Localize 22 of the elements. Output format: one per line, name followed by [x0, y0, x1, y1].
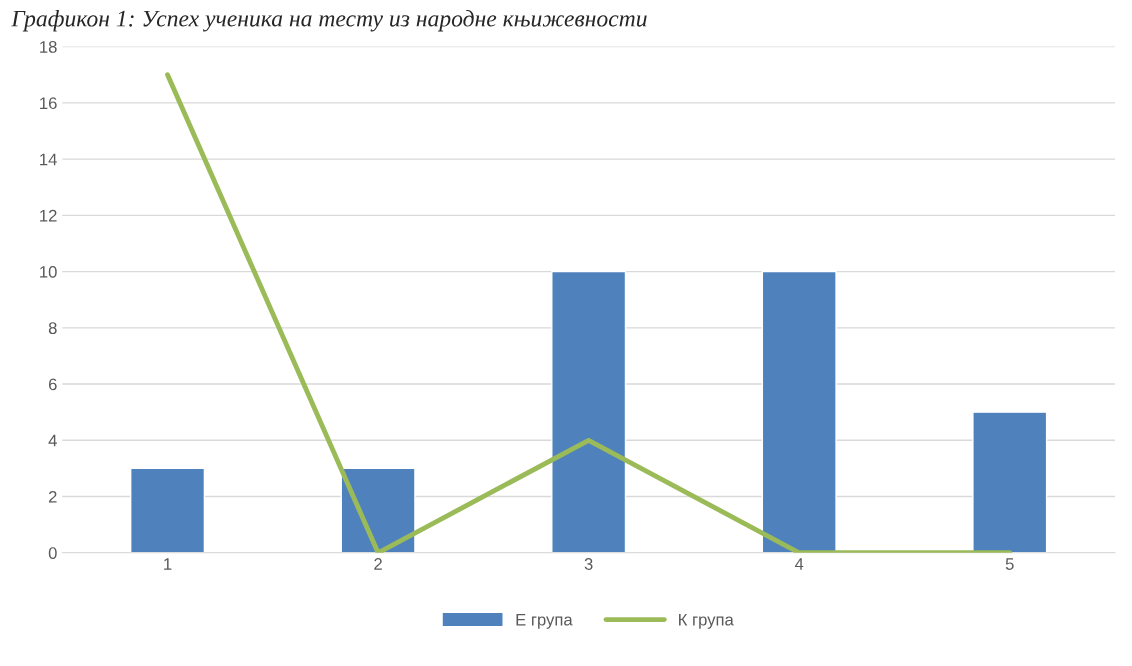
y-tick-label: 10 — [40, 265, 57, 278]
x-tick-label: 1 — [164, 558, 172, 570]
y-tick-label: 0 — [48, 547, 57, 559]
y-tick-label: 18 — [40, 41, 57, 53]
y-tick-label: 12 — [40, 209, 57, 222]
bar — [972, 411, 1048, 553]
x-tick-label: 4 — [794, 558, 804, 570]
bar — [761, 270, 837, 553]
legend-label: Е група — [516, 613, 573, 629]
chart-title: Графикон 1: Успех ученика на тесту из народне књижевности — [11, 9, 647, 32]
y-tick-label: 14 — [40, 153, 57, 166]
y-tick-label: 6 — [48, 378, 57, 391]
x-tick-label: 2 — [374, 558, 382, 570]
y-tick-label: 2 — [48, 490, 57, 503]
y-tick-label: 16 — [40, 97, 57, 110]
x-tick-label: 5 — [1005, 558, 1014, 570]
y-tick-label: 4 — [48, 434, 57, 447]
bar — [129, 467, 206, 553]
y-tick-label: 8 — [48, 322, 57, 335]
bar — [551, 270, 627, 553]
x-tick-label: 3 — [584, 558, 593, 570]
legend-label: К група — [679, 613, 734, 629]
